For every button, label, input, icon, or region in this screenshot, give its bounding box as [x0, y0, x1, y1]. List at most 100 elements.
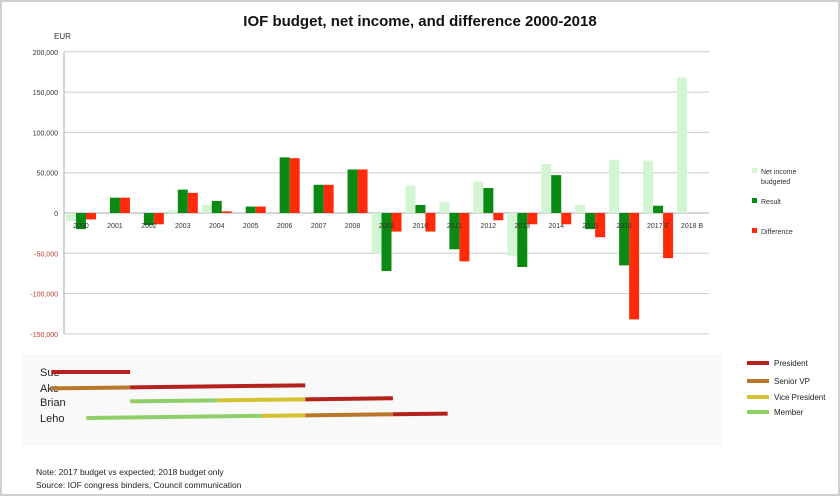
bar-difference [425, 213, 436, 232]
bar-result [279, 157, 290, 213]
x-tick-label: 2002 [141, 223, 157, 230]
bar-difference [527, 213, 538, 225]
bar-result [619, 213, 630, 266]
x-tick-label: 2010 [413, 223, 429, 230]
role-bar-senior-vp [51, 385, 131, 391]
bar-result [245, 206, 256, 213]
role-legend-label: Member [774, 408, 804, 417]
role-bar-senior-vp [305, 412, 393, 418]
y-tick-label: -150,000 [30, 332, 58, 339]
x-tick-label: 2000 [73, 223, 89, 230]
person-name: Ake [40, 383, 59, 395]
legend-label: Result [761, 199, 781, 206]
bar-result [177, 189, 188, 213]
role-bar-vice-president [261, 413, 306, 418]
x-tick-label: 2001 [107, 223, 123, 230]
bar-difference [629, 213, 640, 320]
bar-difference [357, 169, 368, 213]
bar-net-income-budgeted [677, 77, 688, 213]
bar-difference [323, 184, 334, 213]
role-legend-label: Senior VP [774, 377, 810, 386]
role-bar-vice-president [217, 397, 306, 403]
y-tick-label: -50,000 [34, 251, 58, 258]
role-bar-member [86, 413, 262, 420]
bar-net-income-budgeted [643, 160, 654, 213]
y-tick-label: 100,000 [33, 130, 58, 137]
bar-difference [85, 213, 96, 220]
bar-difference [663, 213, 674, 259]
chart-title: IOF budget, net income, and difference 2… [243, 13, 596, 30]
role-bar-member [130, 398, 218, 404]
y-tick-label: 200,000 [33, 50, 58, 57]
bar-result [585, 213, 596, 230]
bar-difference [595, 213, 606, 238]
note-text: Note: 2017 budget vs expected; 2018 budg… [36, 467, 224, 477]
bar-net-income-budgeted [65, 213, 76, 222]
role-bar-president [305, 396, 393, 402]
bar-net-income-budgeted [439, 201, 450, 213]
x-tick-label: 2017 E [647, 223, 670, 230]
x-tick-label: 2008 [345, 223, 361, 230]
bar-difference [153, 213, 164, 225]
legend-label: Difference [761, 229, 793, 236]
y-tick-label: 50,000 [37, 171, 59, 178]
role-legend-label: Vice President [774, 393, 826, 402]
person-name: Leho [40, 413, 64, 425]
x-tick-label: 2003 [175, 223, 191, 230]
x-tick-label: 2005 [243, 223, 259, 230]
bar-result [109, 197, 120, 213]
legend-swatch [752, 168, 757, 173]
bar-result [415, 204, 426, 213]
legend-label: Net income [761, 169, 797, 176]
x-tick-label: 2015 [582, 223, 598, 230]
x-tick-label: 2007 [311, 223, 327, 230]
x-tick-label: 2004 [209, 223, 225, 230]
bar-difference [221, 211, 232, 213]
bar-result [211, 200, 222, 213]
bar-difference [289, 158, 300, 213]
bar-net-income-budgeted [167, 210, 178, 213]
legend-label: budgeted [761, 179, 790, 186]
y-tick-label: -100,000 [30, 292, 58, 299]
x-tick-label: 2018 B [681, 223, 704, 230]
x-tick-label: 2009 [379, 223, 395, 230]
bar-result [551, 175, 562, 213]
legend-swatch [752, 198, 757, 203]
source-text: Source: IOF congress binders, Council co… [36, 480, 242, 490]
bar-difference [493, 213, 504, 221]
y-tick-label: 150,000 [33, 90, 58, 97]
bar-result [517, 213, 528, 268]
y-tick-label: 0 [54, 211, 58, 218]
x-tick-label: 2012 [481, 223, 497, 230]
bar-net-income-budgeted [405, 185, 416, 213]
bar-net-income-budgeted [371, 213, 382, 254]
bar-net-income-budgeted [575, 204, 586, 213]
x-tick-label: 2016 [616, 223, 632, 230]
bar-difference [119, 197, 130, 213]
bar-result [449, 213, 460, 250]
bar-result [483, 188, 494, 213]
role-legend-label: President [774, 359, 809, 368]
legend-swatch [752, 228, 757, 233]
bar-difference [187, 192, 198, 213]
bar-result [143, 213, 154, 226]
role-bar-president [392, 411, 448, 417]
bar-net-income-budgeted [609, 159, 620, 213]
bar-net-income-budgeted [541, 163, 552, 213]
x-tick-label: 2011 [447, 223, 462, 230]
bar-result [653, 205, 664, 213]
bar-result [75, 213, 86, 230]
bar-difference [459, 213, 470, 262]
y-axis-label: EUR [54, 32, 71, 41]
bar-net-income-budgeted [201, 204, 212, 213]
bar-result [381, 213, 392, 272]
bar-difference [561, 213, 572, 225]
bar-net-income-budgeted [507, 213, 518, 256]
person-name: Brian [40, 397, 66, 409]
x-tick-label: 2006 [277, 223, 293, 230]
bar-result [347, 169, 358, 213]
x-tick-label: 2014 [548, 223, 564, 230]
role-bar-president [130, 383, 306, 390]
